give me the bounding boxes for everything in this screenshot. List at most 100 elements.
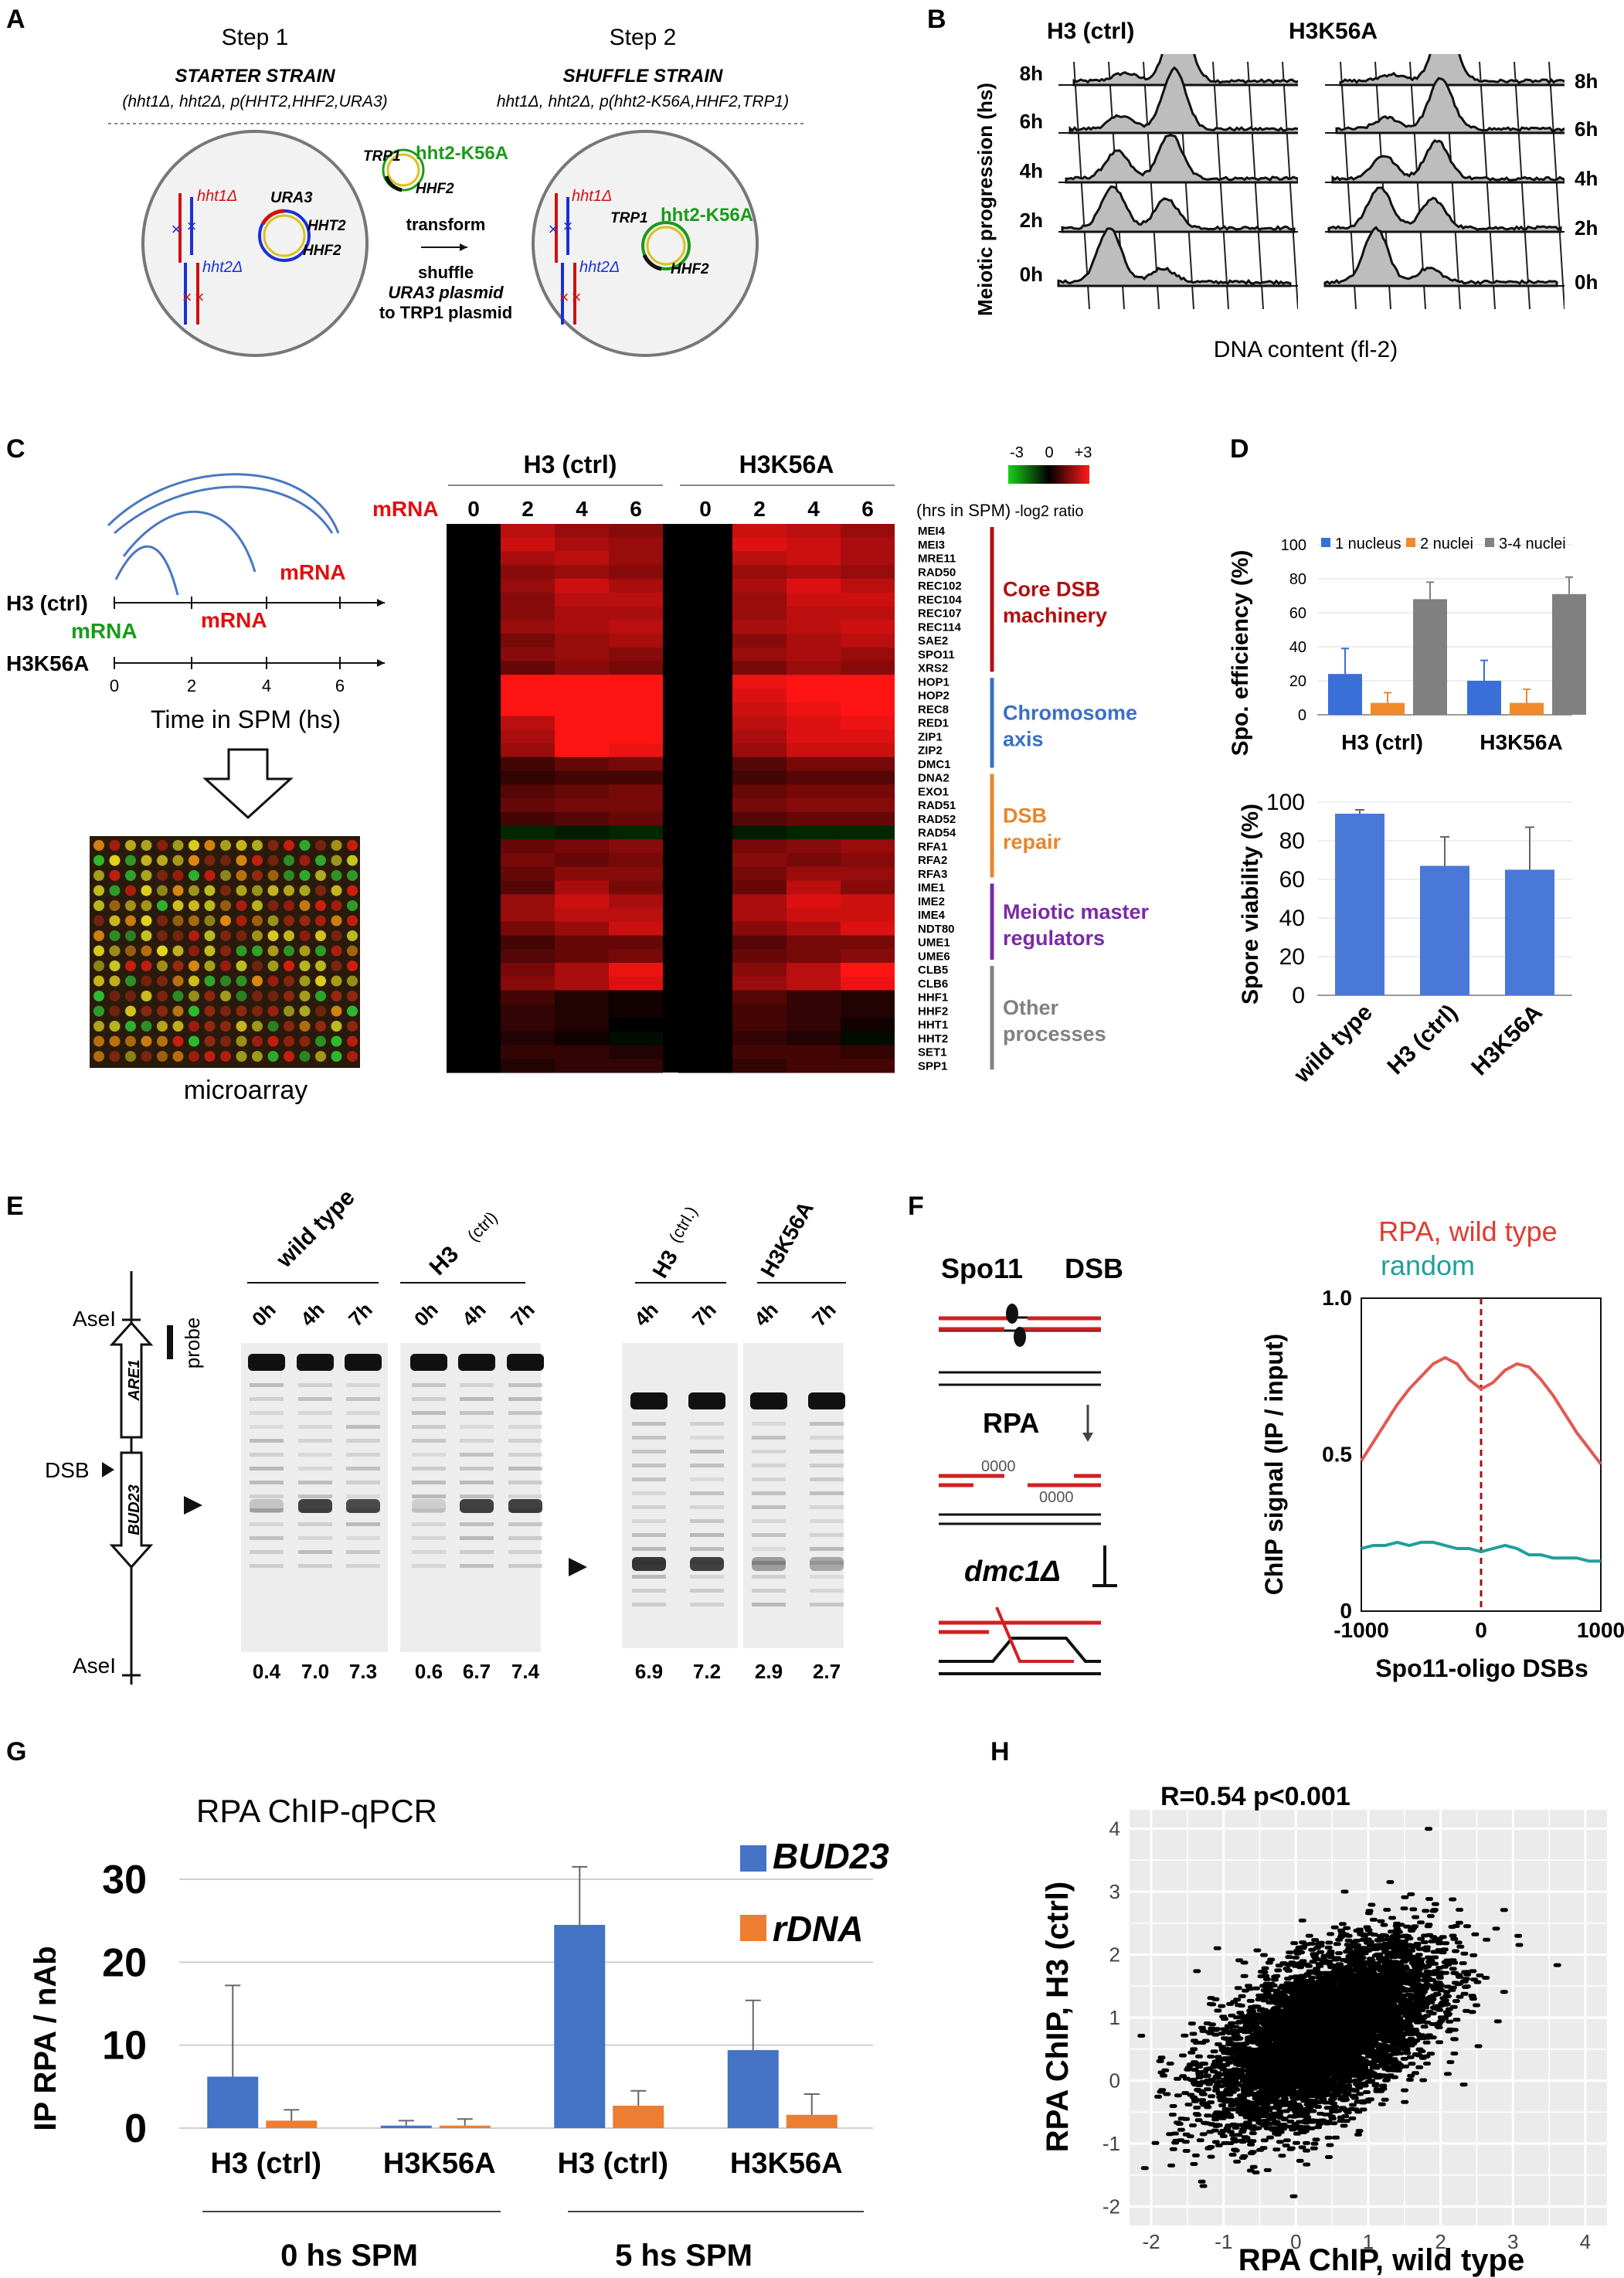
heatmap-cell bbox=[841, 592, 895, 607]
microarray-spot bbox=[315, 915, 326, 926]
blot-smear bbox=[752, 1491, 786, 1495]
spo-efficiency-ylabel: Spo. efficiency (%) bbox=[1228, 550, 1253, 756]
microarray-spot bbox=[220, 960, 231, 971]
microarray-spot bbox=[252, 855, 263, 866]
mrna-timeline: mRNA mRNA mRNA mRNA H3 (ctrl) H3K56A 0 2… bbox=[6, 473, 439, 733]
heatmap-cell bbox=[447, 1018, 501, 1032]
step1-label: Step 1 bbox=[222, 25, 289, 50]
microarray-spot bbox=[236, 945, 247, 957]
blot-smear bbox=[460, 1383, 494, 1387]
heatmap-cell bbox=[501, 908, 555, 923]
microarray-spot bbox=[252, 975, 263, 987]
ura3-plasmid bbox=[258, 209, 311, 262]
panel-b-label: B bbox=[927, 5, 946, 34]
microarray-spot bbox=[236, 1021, 247, 1032]
microarray-spot bbox=[315, 975, 326, 987]
blot-smear bbox=[810, 1436, 844, 1440]
flow-time-left-8h: 8h bbox=[1020, 62, 1043, 85]
blot-smear bbox=[298, 1411, 332, 1415]
heatmap-cell bbox=[555, 784, 609, 799]
blot-time-label: 4h bbox=[457, 1298, 491, 1331]
microarray-spot bbox=[189, 945, 199, 957]
k56a-plasmid-icon bbox=[382, 148, 425, 192]
heatmap-cell bbox=[501, 661, 555, 675]
blot-smear bbox=[298, 1536, 332, 1540]
microarray-spot bbox=[252, 1005, 263, 1017]
bottom-ytick: 20 bbox=[1279, 944, 1305, 970]
blot-smear bbox=[690, 1589, 724, 1593]
heatmap-cell bbox=[678, 688, 732, 703]
heatmap-cell bbox=[555, 620, 609, 634]
microarray-spot bbox=[93, 930, 104, 941]
microarray-spot bbox=[125, 870, 136, 881]
gene-label-xrs2: XRS2 bbox=[918, 662, 948, 675]
qpcr-bar bbox=[380, 2125, 432, 2128]
heatmap-cell bbox=[609, 688, 663, 703]
heatmap-cell bbox=[609, 524, 663, 539]
blot-time-label: 4h bbox=[296, 1298, 329, 1331]
heatmap-cell bbox=[841, 825, 895, 840]
flow-histogram-8h bbox=[1072, 54, 1298, 87]
heatmap-cell bbox=[678, 811, 732, 826]
blot-smear bbox=[412, 1508, 446, 1512]
microarray-spot bbox=[236, 885, 247, 896]
heatmap-cell bbox=[732, 1045, 787, 1059]
heatmap-cell bbox=[732, 675, 787, 689]
blot-smear bbox=[508, 1536, 542, 1540]
heatmap-cell bbox=[678, 853, 732, 868]
heatmap-cell bbox=[555, 756, 609, 771]
microarray-spot bbox=[347, 991, 358, 1001]
panel-e-label: E bbox=[6, 1192, 24, 1221]
heatmap-cell bbox=[447, 1045, 501, 1059]
heatmap-cell bbox=[787, 894, 841, 909]
hht2-label-starter: hht2Δ bbox=[202, 259, 243, 276]
heatmap-cell bbox=[787, 537, 841, 552]
rpa-label: RPA bbox=[983, 1407, 1039, 1439]
heatmap-title-k56a: H3K56A bbox=[739, 450, 834, 478]
blot-smear bbox=[460, 1425, 494, 1429]
blot-smear bbox=[412, 1550, 446, 1554]
blot-image-2 bbox=[400, 1343, 544, 1652]
microarray-spot bbox=[125, 991, 136, 1001]
gene-label-red1: RED1 bbox=[918, 717, 949, 730]
microarray-spot bbox=[157, 930, 168, 941]
svg-text:×: × bbox=[195, 287, 205, 307]
heatmap-cell bbox=[447, 606, 501, 620]
blot-smear bbox=[752, 1589, 786, 1593]
blot-smear bbox=[690, 1422, 724, 1426]
blot-group-ctrl-1: (ctrl) bbox=[464, 1208, 501, 1246]
gene-label-rec8: REC8 bbox=[918, 703, 949, 716]
blot-smear bbox=[460, 1397, 494, 1401]
microarray-spot bbox=[315, 900, 326, 911]
microarray-spot bbox=[347, 1005, 358, 1017]
microarray-spot bbox=[220, 1051, 231, 1062]
microarray-spot bbox=[299, 1005, 311, 1017]
microarray-spot bbox=[220, 855, 231, 866]
mrna-label-3: mRNA bbox=[201, 608, 267, 632]
microarray-spot bbox=[157, 960, 168, 971]
panel-e: E AseI AseI ARE1 BUD23 probe DSB wild ty… bbox=[6, 1185, 846, 1685]
blot-smear bbox=[298, 1453, 332, 1457]
heatmap-cell bbox=[555, 853, 609, 868]
heatmap-cell bbox=[732, 1004, 787, 1018]
microarray-spot bbox=[315, 960, 326, 971]
microarray-spot bbox=[157, 1051, 168, 1062]
microarray-spot bbox=[189, 1005, 199, 1017]
scatter-annotation: R=0.54 p<0.001 bbox=[1160, 1782, 1351, 1811]
heatmap-cell bbox=[555, 770, 609, 785]
mrna-label-1: mRNA bbox=[372, 497, 439, 521]
microarray-spot bbox=[141, 900, 152, 911]
heatmap-cell bbox=[841, 894, 895, 909]
heatmap-cell bbox=[447, 798, 501, 813]
heatmap-cell bbox=[841, 880, 895, 895]
blot-smear bbox=[346, 1411, 380, 1415]
panel-a-label: A bbox=[6, 5, 25, 34]
microarray-spot bbox=[236, 915, 247, 926]
scatter-chart: -2 -1 0 1 2 3 4 -2 -1 0 1 2 3 4 bbox=[1102, 1810, 1607, 2253]
microarray-spot bbox=[284, 885, 294, 896]
gene-label-hhf1: HHF1 bbox=[918, 991, 948, 1005]
microarray-spot bbox=[331, 840, 342, 851]
gene-label-rfa2: RFA2 bbox=[918, 854, 947, 867]
microarray-spot bbox=[204, 1021, 216, 1032]
microarray-spot bbox=[331, 885, 342, 896]
